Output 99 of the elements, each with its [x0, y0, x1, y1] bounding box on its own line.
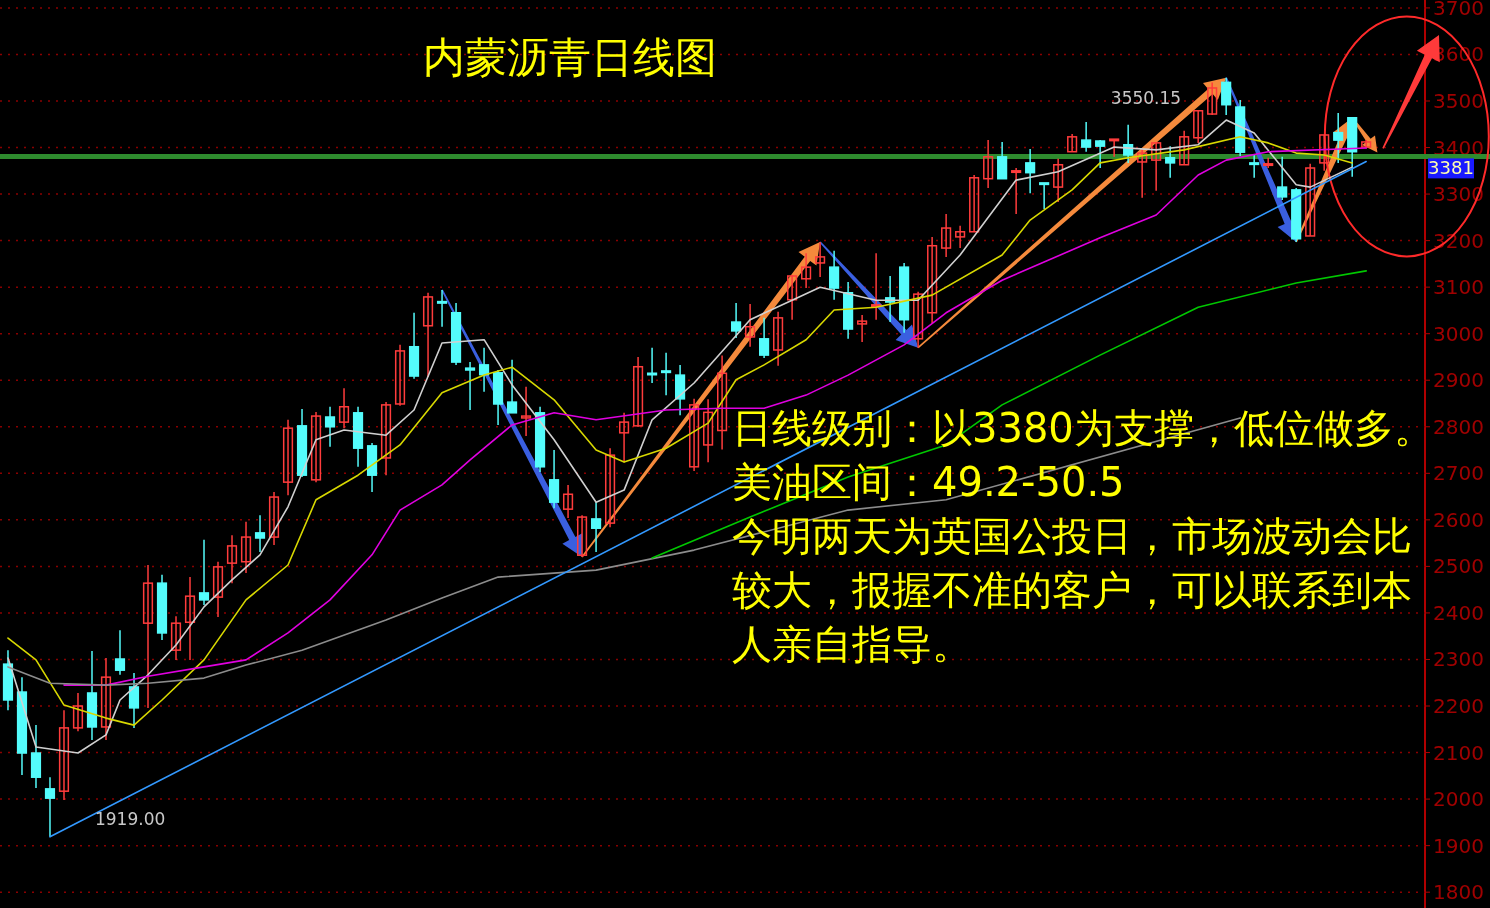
y-tick-label: 1800 [1433, 880, 1484, 905]
candlestick [731, 302, 742, 339]
candlestick [1053, 157, 1064, 203]
candlestick [478, 346, 490, 393]
y-tick-label: 2800 [1433, 414, 1484, 439]
ref-label: 3381 [1428, 157, 1474, 179]
candlestick [464, 361, 476, 411]
candlestick [548, 449, 560, 509]
candlestick [226, 534, 238, 584]
candlestick [1221, 76, 1232, 116]
candlestick [114, 629, 126, 676]
candlestick [1207, 81, 1218, 116]
y-tick-label: 2300 [1433, 647, 1484, 672]
candlestick [674, 364, 686, 416]
candlestick [941, 213, 952, 258]
y-tick-label: 3100 [1433, 275, 1484, 300]
candlestick [927, 236, 938, 324]
candlestick [618, 412, 630, 463]
annotation: 1919.00 [94, 808, 166, 829]
candlestick [142, 564, 154, 709]
y-tick-label: 2000 [1433, 787, 1484, 812]
candlestick [380, 401, 392, 476]
candlestick [1165, 145, 1176, 179]
candlestick [717, 354, 728, 451]
candlestick [1151, 141, 1162, 192]
candlestick [997, 141, 1008, 180]
candlestick [520, 386, 532, 437]
candlestick [829, 250, 840, 301]
y-tick-label: 2400 [1433, 600, 1484, 625]
candlestick [576, 514, 588, 558]
candlestick [689, 398, 700, 472]
candlestick [1095, 139, 1106, 169]
candlestick [632, 356, 644, 428]
candlestick [100, 657, 112, 741]
candlestick [562, 484, 574, 519]
y-tick-label: 2200 [1433, 694, 1484, 719]
y-tick-label: 2500 [1433, 554, 1484, 579]
candlestick [1067, 133, 1078, 153]
candlestick [745, 303, 756, 348]
candlestick [1305, 163, 1316, 237]
candlestick [338, 387, 350, 429]
candlestick [184, 576, 196, 661]
candlestick [254, 514, 266, 553]
candlestick [1319, 134, 1330, 172]
candlestick [983, 139, 994, 189]
candlestick [394, 344, 406, 407]
candlestick [198, 539, 210, 606]
y-tick-label: 2900 [1433, 368, 1484, 393]
candlestick [44, 776, 56, 838]
candlestick [324, 406, 336, 448]
annotation: 3550.15 [1110, 87, 1182, 108]
y-tick-label: 2100 [1433, 740, 1484, 765]
candlestick [1025, 148, 1036, 194]
y-tick-label: 2600 [1433, 507, 1484, 532]
candlestick [1277, 156, 1288, 201]
y-tick-label: 2700 [1433, 461, 1484, 486]
candlestick [801, 252, 812, 289]
candlestick [871, 252, 882, 321]
candlestick [1137, 147, 1148, 199]
candlestick [1249, 154, 1260, 179]
candlestick [913, 291, 924, 349]
candlestick [703, 398, 714, 463]
candlestick [72, 692, 84, 732]
candlestick [268, 491, 280, 546]
candlestick [660, 352, 672, 396]
candlestick [590, 501, 602, 553]
candlestick [1109, 138, 1120, 158]
candlestick [759, 317, 770, 359]
candlestick [857, 314, 868, 343]
y-tick-label: 3500 [1433, 88, 1484, 113]
candlestick [646, 346, 658, 384]
text: 内蒙沥青日线图 [423, 33, 717, 82]
candlestick [436, 289, 448, 328]
candlestick [310, 411, 322, 483]
candlestick [1011, 167, 1022, 215]
candlestick [1039, 182, 1050, 210]
candlestick [128, 672, 140, 729]
candlestick [1263, 157, 1274, 169]
candlestick [969, 174, 980, 233]
candlestick [604, 447, 616, 529]
candlestick [787, 274, 798, 321]
candlestick [506, 359, 518, 414]
candlestick [240, 520, 252, 574]
y-tick-label: 1900 [1433, 833, 1484, 858]
candlestick [1333, 112, 1344, 164]
candlestick [58, 709, 70, 801]
y-tick-label: 3700 [1433, 0, 1484, 20]
candlestick [773, 311, 784, 367]
candlestick [282, 419, 294, 496]
candlestick [422, 291, 434, 378]
candlestick [1179, 130, 1190, 166]
candlestick [1193, 110, 1204, 144]
candlestick [170, 615, 182, 661]
candlestick [212, 560, 224, 618]
candlestick [955, 224, 966, 249]
candlestick [815, 241, 826, 278]
annotation: 今明两天为英国公投日，市场波动会比较大，报握不准的客户，可以联系到本人亲自指导。 [732, 513, 1412, 667]
y-tick-label: 3000 [1433, 321, 1484, 346]
candlestick [1081, 121, 1092, 153]
